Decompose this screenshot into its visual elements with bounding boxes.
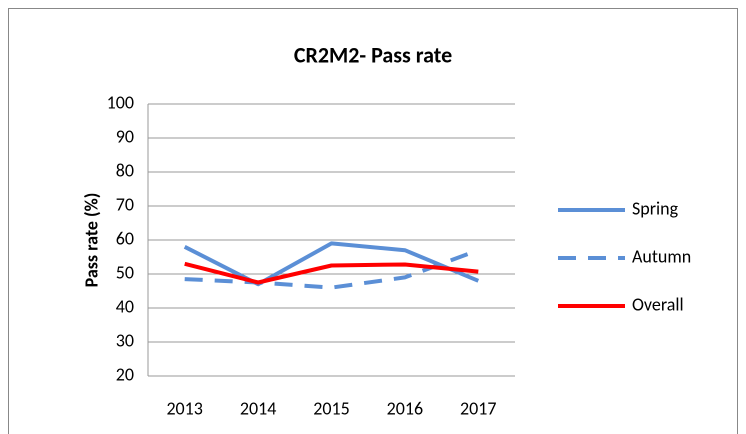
legend-label: Autumn [632, 245, 691, 267]
x-tick-label: 2013 [166, 397, 203, 419]
legend-label: Spring [632, 197, 679, 219]
x-tick-label: 2014 [240, 397, 277, 419]
y-tick-label: 80 [116, 159, 134, 181]
y-tick-label: 60 [116, 227, 134, 249]
chart-title: CR2M2- Pass rate [294, 41, 452, 68]
y-tick-label: 40 [116, 295, 134, 317]
x-tick-label: 2017 [460, 397, 497, 419]
chart-border [8, 8, 738, 434]
y-tick-label: 30 [116, 329, 134, 351]
y-tick-label: 70 [116, 193, 134, 215]
y-tick-label: 20 [116, 363, 134, 385]
x-tick-label: 2016 [387, 397, 424, 419]
legend-label: Overall [632, 293, 684, 315]
series-line [184, 261, 479, 285]
x-tick-label: 2015 [313, 397, 350, 419]
y-tick-label: 50 [116, 261, 134, 283]
y-tick-label: 90 [116, 125, 134, 147]
series-line [183, 241, 480, 287]
y-tick-label: 100 [107, 91, 134, 113]
y-axis-label: Pass rate (%) [80, 193, 102, 288]
